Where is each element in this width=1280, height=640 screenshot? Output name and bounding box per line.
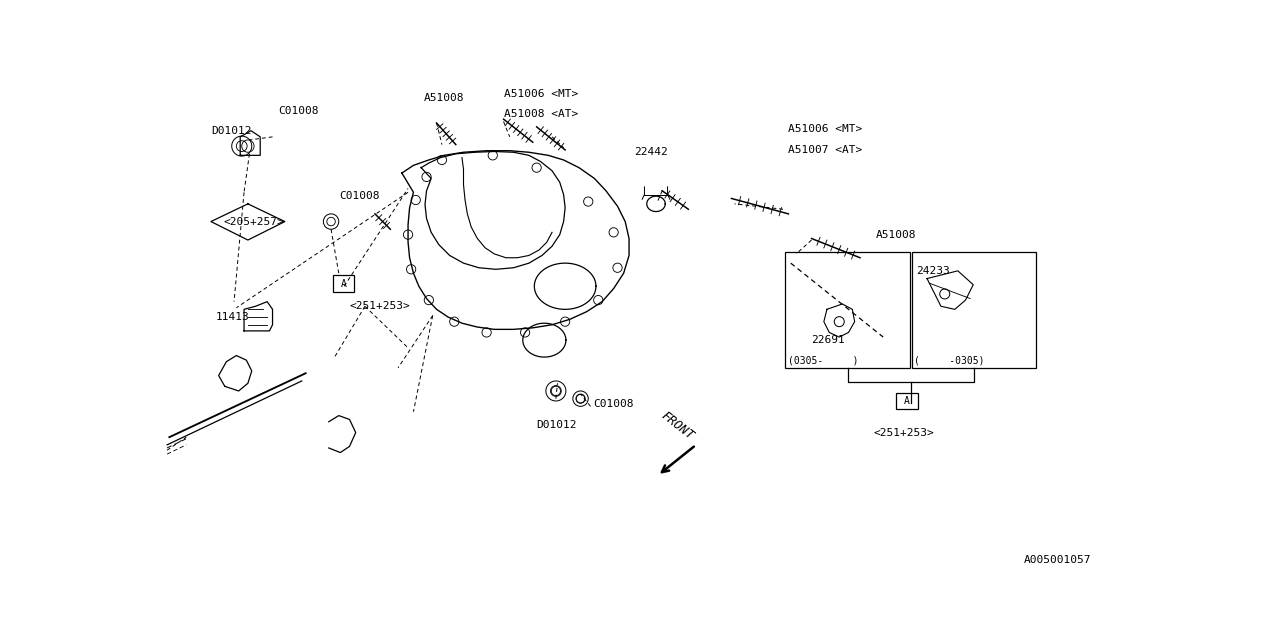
Text: A: A <box>904 396 910 406</box>
Text: 22442: 22442 <box>635 147 668 157</box>
Text: A: A <box>340 279 347 289</box>
Text: C01008: C01008 <box>339 191 379 201</box>
Text: D01012: D01012 <box>211 125 251 136</box>
Text: A51007 <AT>: A51007 <AT> <box>788 145 863 155</box>
Bar <box>911 252 1037 368</box>
Text: <251+253>: <251+253> <box>873 428 934 438</box>
Text: A51008: A51008 <box>424 93 463 103</box>
Text: <251+253>: <251+253> <box>349 301 411 311</box>
Text: C01008: C01008 <box>593 399 634 409</box>
Text: A005001057: A005001057 <box>1024 556 1092 565</box>
Text: A51008: A51008 <box>876 230 916 239</box>
Text: A51008 <AT>: A51008 <AT> <box>503 109 577 119</box>
Text: <205+257>: <205+257> <box>223 216 284 227</box>
Text: 24233: 24233 <box>916 266 950 276</box>
Bar <box>333 275 355 292</box>
Text: FRONT: FRONT <box>658 409 696 442</box>
Text: 11413: 11413 <box>215 312 250 322</box>
Text: A51006 <MT>: A51006 <MT> <box>503 89 577 99</box>
Text: D01012: D01012 <box>536 420 577 430</box>
Bar <box>896 392 918 410</box>
Text: (0305-     ): (0305- ) <box>788 355 859 365</box>
Text: A51006 <MT>: A51006 <MT> <box>788 124 863 134</box>
Text: (     -0305): ( -0305) <box>914 355 984 365</box>
Bar <box>786 252 910 368</box>
Text: 22691: 22691 <box>812 335 845 345</box>
Text: C01008: C01008 <box>279 106 319 116</box>
